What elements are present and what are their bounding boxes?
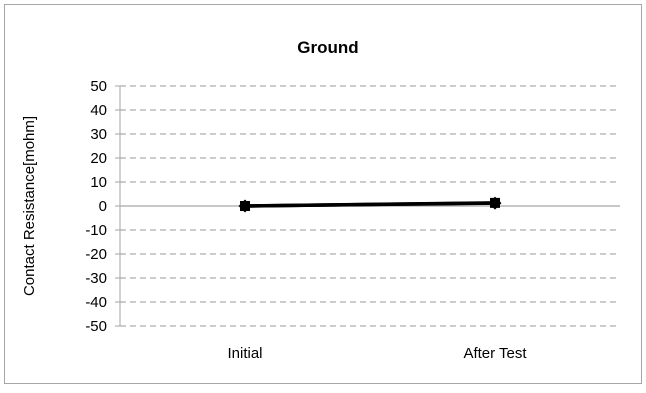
y-tick-label: -50 [85, 318, 107, 335]
tick-label-layer: 50 40 30 20 10 0 -10 -20 -30 -40 -50 [85, 78, 107, 335]
y-tick-label: 50 [90, 78, 107, 95]
y-tick-label: 10 [90, 174, 107, 191]
series-line [244, 201, 496, 208]
y-tick-label: -10 [85, 222, 107, 239]
data-point-square [490, 197, 500, 208]
y-tick-label: 0 [99, 198, 107, 215]
y-tick-label: -20 [85, 246, 107, 263]
data-point-square [240, 201, 250, 211]
y-tick-label: -40 [85, 294, 107, 311]
grid-layer [120, 85, 620, 327]
chart-title: Ground [297, 38, 358, 57]
chart-border [4, 4, 642, 384]
y-tick-label: -30 [85, 270, 107, 287]
y-tick-label: 30 [90, 126, 107, 143]
series-layer [238, 196, 502, 213]
x-category-label: After Test [463, 345, 527, 362]
y-axis-label: Contact Resistance[mohm] [21, 116, 38, 296]
x-category-label: Initial [227, 345, 262, 362]
y-tick-label: 40 [90, 102, 107, 119]
y-tick-label: 20 [90, 150, 107, 167]
category-label-layer: Initial After Test [227, 345, 527, 362]
